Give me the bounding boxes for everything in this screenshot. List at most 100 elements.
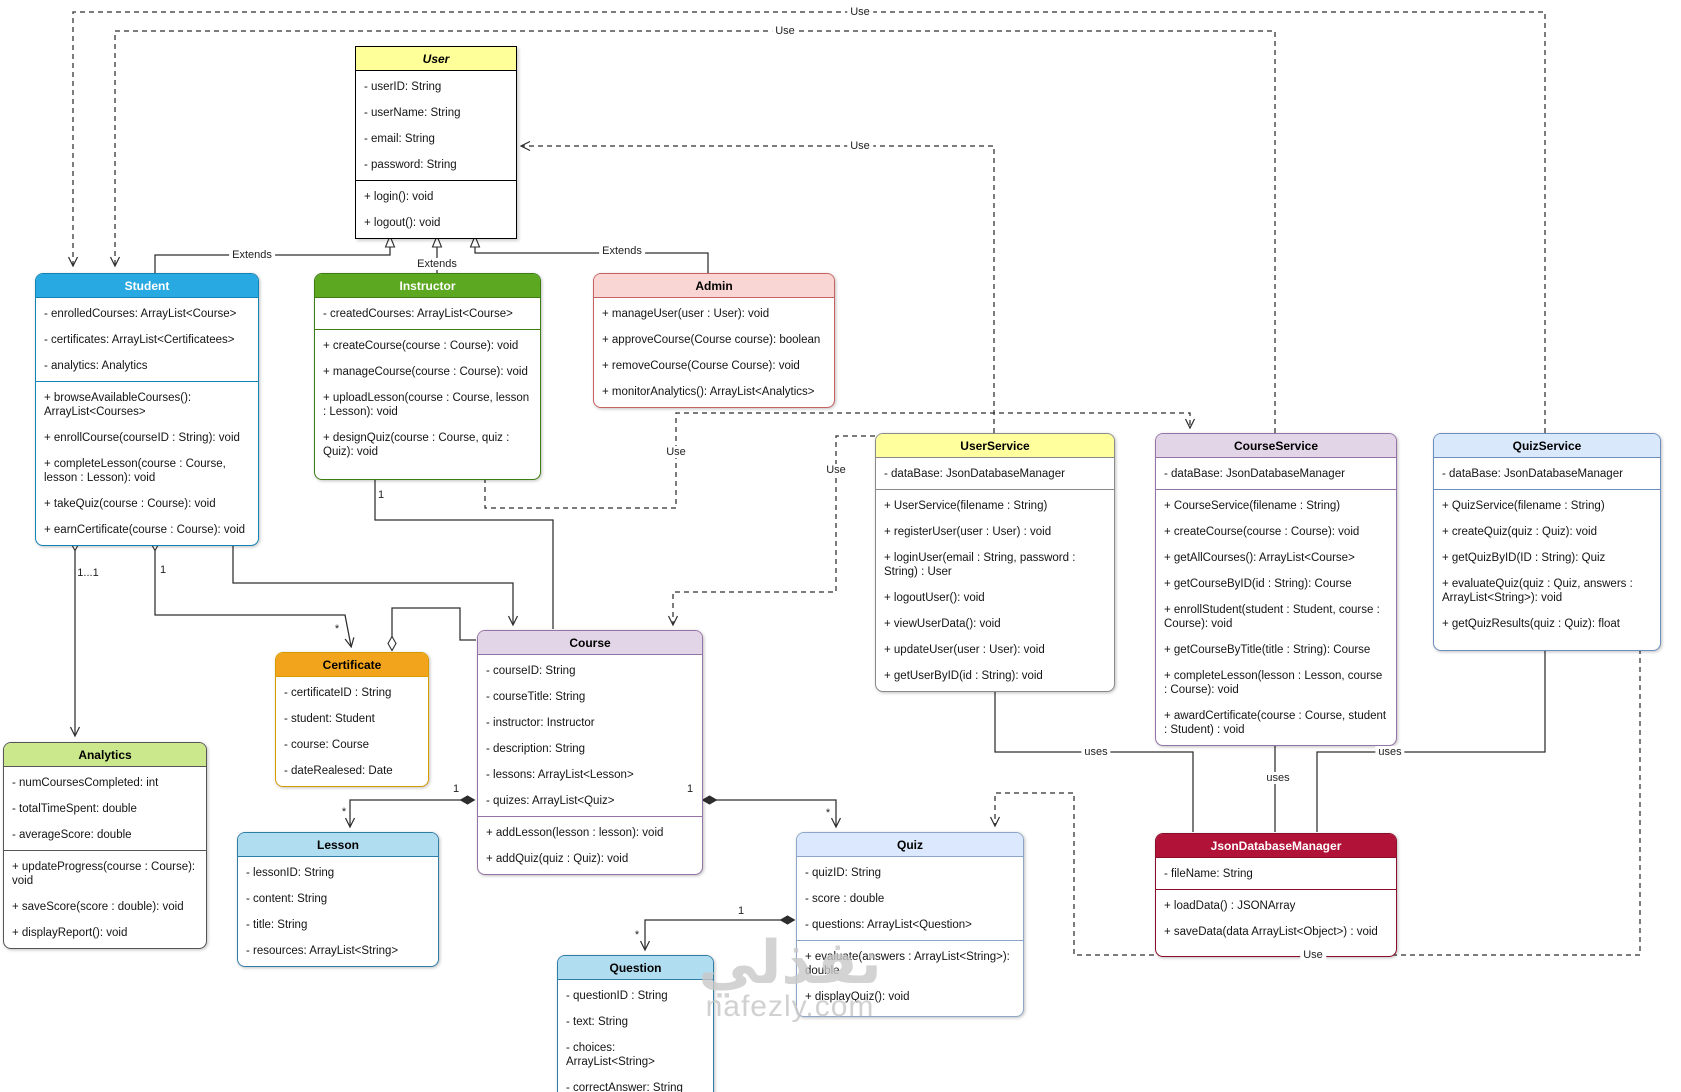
attributes-section: - certificateID : String - student: Stude…	[276, 677, 428, 786]
method: + saveData(data ArrayList<Object>) : voi…	[1164, 926, 1378, 939]
class-title: Quiz	[797, 833, 1023, 857]
attribute: - quizes: ArrayList<Quiz>	[486, 795, 615, 808]
method: + completeLesson(course : Course, lesson…	[44, 458, 226, 485]
method: + addQuiz(quiz : Quiz): void	[486, 853, 629, 866]
method: + takeQuiz(course : Course): void	[44, 498, 216, 511]
attribute: - content: String	[246, 893, 328, 906]
edge-quiz-question	[639, 915, 796, 952]
attribute: - createdCourses: ArrayList<Course>	[323, 308, 513, 320]
attribute: - correctAnswer: String	[566, 1082, 683, 1092]
attribute: - certificateID : String	[284, 687, 392, 699]
attributes-section: - courseID: String - courseTitle: String -…	[478, 655, 702, 816]
class-student: Student - enrolledCourses: ArrayList<Cour…	[35, 273, 259, 547]
attribute: - choices: ArrayList<String>	[566, 1042, 655, 1069]
multiplicity-label: *	[634, 929, 640, 941]
edge-label: Use	[663, 446, 689, 458]
edge-instructor-use-courseservice	[484, 412, 1196, 509]
class-quiz: Quiz - quizID: String - score : double - qu…	[796, 832, 1024, 1017]
attribute: - userName: String	[364, 107, 461, 120]
edge-label: Use	[823, 464, 849, 476]
method: + createQuiz(quiz : Quiz): void	[1442, 526, 1597, 539]
method: + manageUser(user : User): void	[602, 308, 770, 320]
methods-section: + createCourse(course : Course): void + m…	[315, 329, 540, 467]
attributes-section: - userID: String - userName: String - emai…	[356, 71, 516, 180]
class-title: Lesson	[238, 833, 438, 857]
edge-course-lesson	[344, 795, 476, 829]
multiplicity-label: 1	[686, 783, 694, 795]
attribute: - instructor: Instructor	[486, 717, 595, 730]
method: + getCourseByID(id : String): Course	[1164, 578, 1352, 591]
method: + CourseService(filename : String)	[1164, 500, 1341, 513]
multiplicity-label: 1	[377, 489, 385, 501]
method: + getUserByID(id : String): void	[884, 670, 1043, 683]
class-title: Admin	[594, 274, 834, 298]
attribute: - enrolledCourses: ArrayList<Course>	[44, 308, 237, 320]
edge-label: uses	[1081, 746, 1111, 758]
attribute: - email: String	[364, 133, 435, 146]
attribute: - courseTitle: String	[486, 691, 586, 704]
edge-quizservice-use-quiz	[989, 649, 1641, 956]
class-title: QuizService	[1434, 434, 1660, 458]
method: + getQuizResults(quiz : Quiz): float	[1442, 618, 1621, 631]
multiplicity-label: 1	[452, 783, 460, 795]
edge-label: Extends	[229, 249, 275, 261]
method: + earnCertificate(course : Course): void	[44, 524, 246, 537]
class-title: Instructor	[315, 274, 540, 298]
methods-section: + updateProgress(course : Course): void +…	[4, 850, 206, 948]
edge-label: Use	[1300, 949, 1326, 961]
method: + QuizService(filename : String)	[1442, 500, 1605, 513]
class-title: Analytics	[4, 743, 206, 767]
method: + awardCertificate(course : Course, stud…	[1164, 710, 1387, 737]
method: + removeCourse(Course Course): void	[602, 360, 800, 373]
attribute: - quizID: String	[805, 867, 882, 879]
multiplicity-label: 1	[737, 905, 745, 917]
attributes-section: - enrolledCourses: ArrayList<Course> - ce…	[36, 298, 258, 381]
class-userservice: UserService - dataBase: JsonDatabaseManag…	[875, 433, 1115, 693]
method: + monitorAnalytics(): ArrayList<Analytic…	[602, 386, 815, 399]
class-title: Question	[558, 956, 713, 980]
edge-student-course	[232, 535, 519, 627]
method: + login(): void	[364, 191, 434, 204]
edge-student-certificate	[155, 537, 351, 646]
attributes-section: - fileName: String	[1156, 858, 1396, 889]
attribute: - questions: ArrayList<Question>	[805, 919, 972, 932]
attribute: - password: String	[364, 159, 457, 172]
attribute: - courseID: String	[486, 665, 576, 677]
attribute: - certificates: ArrayList<Certificatees>	[44, 334, 235, 347]
method: + UserService(filename : String)	[884, 500, 1048, 513]
attribute: - text: String	[566, 1016, 628, 1029]
multiplicity-label: 1...1	[77, 567, 99, 579]
method: + manageCourse(course : Course): void	[323, 366, 528, 379]
method: + registerUser(user : User) : void	[884, 526, 1052, 539]
edge-quizservice-uses-jdm	[1316, 649, 1546, 832]
class-user: User - userID: String - userName: String - …	[355, 46, 517, 240]
method: + evaluateQuiz(quiz : Quiz, answers : Ar…	[1442, 578, 1633, 605]
edge-label: uses	[1375, 746, 1405, 758]
edge-instructor-course	[374, 478, 554, 629]
methods-section: + CourseService(filename : String) + crea…	[1156, 489, 1396, 745]
edge-label: Use	[847, 6, 873, 18]
class-certificate: Certificate - certificateID : String - stu…	[275, 652, 429, 788]
attributes-section: - lessonID: String - content: String - tit…	[238, 857, 438, 966]
method: + approveCourse(Course course): boolean	[602, 334, 821, 347]
edge-admin-extends-user	[469, 234, 709, 273]
method: + enrollStudent(student : Student, cours…	[1164, 604, 1380, 631]
attribute: - numCoursesCompleted: int	[12, 777, 159, 789]
class-quizservice: QuizService - dataBase: JsonDatabaseManag…	[1433, 433, 1661, 651]
attributes-section: - createdCourses: ArrayList<Course>	[315, 298, 540, 329]
method: + viewUserData(): void	[884, 618, 1001, 631]
method: + saveScore(score : double): void	[12, 901, 184, 914]
attributes-section: - dataBase: JsonDatabaseManager	[1156, 458, 1396, 489]
attributes-section: - questionID : String - text: String - cho…	[558, 980, 713, 1092]
class-title: UserService	[876, 434, 1114, 458]
class-title: Course	[478, 631, 702, 655]
methods-section: + QuizService(filename : String) + create…	[1434, 489, 1660, 639]
attribute: - student: Student	[284, 713, 375, 726]
methods-section: + loadData() : JSONArray + saveData(data …	[1156, 889, 1396, 947]
class-title: Student	[36, 274, 258, 298]
edge-courseservice-use-student	[109, 30, 1276, 433]
methods-section: + manageUser(user : User): void + approve…	[594, 298, 834, 407]
methods-section: + evaluate(answers : ArrayList<String>):…	[797, 940, 1023, 1012]
class-title: JsonDatabaseManager	[1156, 834, 1396, 858]
attribute: - dataBase: JsonDatabaseManager	[884, 468, 1065, 480]
